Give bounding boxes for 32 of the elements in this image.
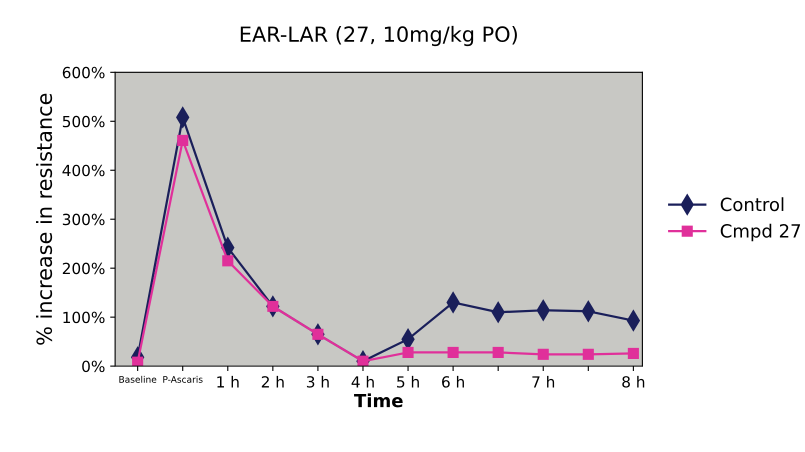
y-tick-label: 100%	[63, 312, 105, 324]
chart-title: EAR-LAR (27, 10mg/kg PO)	[240, 26, 517, 46]
point	[492, 346, 504, 358]
x-tick-label: 1 h	[217, 376, 239, 388]
point	[628, 348, 639, 359]
point	[448, 346, 459, 358]
x-tick-label: 2 h	[262, 376, 284, 388]
x-tick-label: 4 h	[352, 376, 374, 388]
x-tick-label: P-Ascaris	[163, 376, 203, 383]
point	[402, 346, 414, 358]
point	[222, 255, 234, 266]
y-tick-label: 0%	[82, 360, 105, 372]
point	[538, 348, 549, 360]
x-tick-label: 5 h	[397, 376, 419, 388]
legend-label: Cmpd 27	[720, 224, 800, 242]
point	[582, 348, 594, 360]
point	[177, 134, 188, 146]
x-tick-label: Baseline	[119, 376, 156, 383]
point	[132, 356, 144, 366]
y-axis-title: % increase in resistance	[36, 94, 52, 345]
y-tick-label: 500%	[62, 116, 105, 128]
x-tick-label: 8 h	[622, 376, 644, 388]
y-tick-label: 400%	[62, 164, 105, 176]
point	[357, 356, 369, 366]
x-tick-label: 3 h	[306, 376, 329, 388]
legend-label: Control	[720, 197, 784, 212]
y-tick-label: 200%	[62, 262, 105, 274]
x-tick-label: 6 h	[442, 376, 464, 388]
x-axis-title: Time	[354, 393, 403, 408]
y-tick-label: 300%	[62, 214, 105, 226]
y-tick-label: 600%	[62, 66, 105, 78]
x-tick-label: 7 h	[532, 376, 554, 388]
